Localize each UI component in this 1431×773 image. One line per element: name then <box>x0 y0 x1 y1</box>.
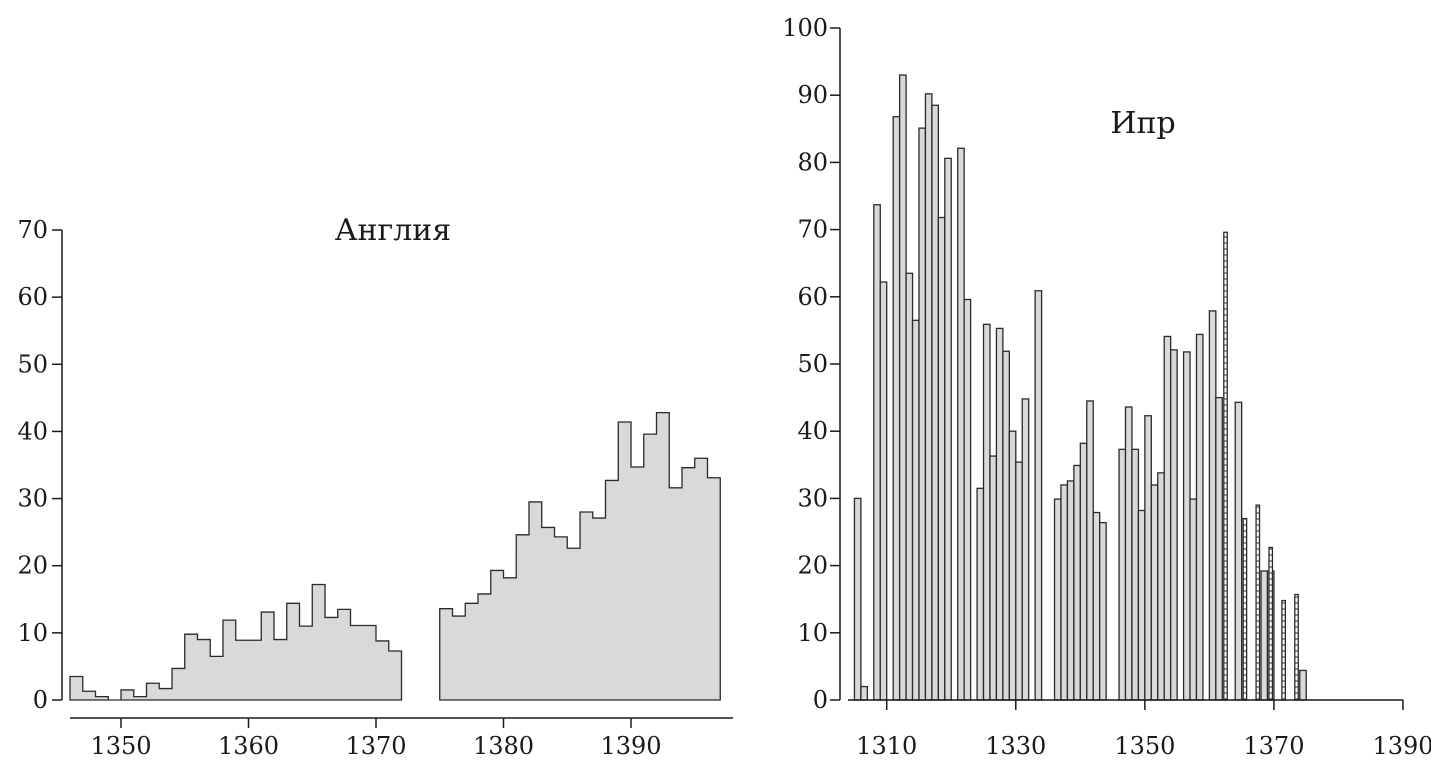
ypres-bar <box>892 116 901 701</box>
ypres-x-tick-label: 1330 <box>985 732 1046 760</box>
ypres-y-tick-label: 80 <box>797 148 828 176</box>
ypres-bar <box>1099 521 1107 701</box>
ypres-bar <box>1170 349 1178 701</box>
ypres-bar <box>1002 350 1010 701</box>
ypres-bar <box>1008 430 1017 701</box>
ypres-x-tick-label: 1310 <box>856 732 917 760</box>
ypres-bar <box>982 323 991 701</box>
england-axes: 0 10 20 30 40 50 60 70 1350 1360 1370 1380 1390 <box>17 216 733 760</box>
ypres-hatched-bar <box>1223 231 1228 701</box>
ypres-bar <box>1060 484 1069 701</box>
ypres-bar <box>937 216 946 701</box>
ypres-bar <box>976 487 985 701</box>
england-x-tick-label: 1390 <box>600 732 661 760</box>
ypres-bar <box>1124 406 1133 701</box>
ypres-bar <box>1163 335 1172 701</box>
ypres-y-tick-label: 30 <box>797 484 828 512</box>
england-y-tick-label: 40 <box>17 417 48 445</box>
ypres-hatched-bar <box>1281 599 1286 701</box>
ypres-bar <box>1053 498 1062 701</box>
ypres-bar <box>1150 484 1159 701</box>
england-x-tick-label: 1350 <box>90 732 151 760</box>
ypres-bar <box>918 127 927 701</box>
ypres-bar <box>944 157 952 701</box>
ypres-bar <box>1144 415 1152 701</box>
england-y-tick-label: 10 <box>17 619 48 647</box>
ypres-bar <box>1015 461 1023 701</box>
ypres-bar <box>1131 448 1140 701</box>
ypres-bar <box>879 281 888 701</box>
ypres-y-tick-label: 20 <box>797 552 828 580</box>
ypres-x-tick-label: 1390 <box>1372 732 1431 760</box>
england-bars <box>69 411 721 701</box>
ypres-bars <box>853 74 1307 701</box>
england-bar-run-1 <box>439 411 721 701</box>
ypres-bar <box>1034 290 1043 701</box>
ypres-bar <box>905 272 914 701</box>
ypres-hatched-bar <box>1255 504 1261 701</box>
england-y-tick-label: 30 <box>17 485 48 513</box>
chart-england: 0 10 20 30 40 50 60 70 1350 1360 1370 1380 1390 Англ… <box>17 213 733 760</box>
ypres-x-tick-label: 1370 <box>1243 732 1304 760</box>
ypres-y-tick-label: 50 <box>797 350 828 378</box>
england-bar-run-0 <box>69 583 403 701</box>
england-title: Англия <box>335 213 451 248</box>
ypres-bar <box>1299 669 1307 701</box>
ypres-hatched-bar <box>1242 517 1248 701</box>
ypres-bar <box>1137 509 1146 701</box>
ypres-bar <box>1215 396 1223 701</box>
ypres-bar <box>989 455 998 701</box>
ypres-hatched-bar <box>1294 593 1299 701</box>
ypres-bar <box>1092 511 1101 701</box>
ypres-y-tick-label: 100 <box>782 14 828 42</box>
ypres-bar <box>1118 448 1127 701</box>
ypres-bar <box>1260 570 1269 701</box>
ypres-bar <box>1195 333 1204 701</box>
ypres-bar <box>1021 398 1030 701</box>
ypres-bar <box>860 685 869 701</box>
ypres-y-tick-label: 40 <box>797 417 828 445</box>
ypres-y-tick-label: 70 <box>797 216 828 244</box>
england-y-tick-label: 60 <box>17 283 48 311</box>
ypres-y-tick-label: 10 <box>797 619 828 647</box>
ypres-bar <box>924 93 933 701</box>
ypres-bar <box>957 147 965 701</box>
ypres-bar <box>911 319 920 701</box>
ypres-bar <box>995 327 1004 701</box>
england-y-tick-label: 50 <box>17 350 48 378</box>
ypres-bar <box>853 497 862 701</box>
ypres-title: Ипр <box>1110 106 1175 141</box>
england-x-tick-label: 1380 <box>473 732 534 760</box>
ypres-bar <box>1157 472 1165 701</box>
ypres-bar <box>1208 310 1217 701</box>
ypres-x-tick-label: 1350 <box>1114 732 1175 760</box>
ypres-y-tick-label: 90 <box>797 81 828 109</box>
ypres-bar <box>1182 351 1191 701</box>
ypres-bar <box>898 74 907 701</box>
ypres-bar <box>873 204 881 701</box>
england-y-tick-label: 70 <box>17 216 48 244</box>
chart-ypres: 0 10 20 30 40 50 60 70 80 90 100 1310 1330 1350 1370 13… <box>782 14 1431 760</box>
england-x-tick-label: 1370 <box>345 732 406 760</box>
ypres-bar <box>931 104 939 701</box>
ypres-bar <box>1079 442 1088 701</box>
ypres-hatched-bar <box>1268 546 1274 701</box>
ypres-bar <box>963 298 972 701</box>
ypres-bar <box>1086 400 1094 701</box>
england-x-tick-label: 1360 <box>218 732 279 760</box>
england-y-tick-label: 20 <box>17 552 48 580</box>
ypres-bar <box>1066 480 1075 701</box>
ypres-bar <box>1073 464 1081 701</box>
ypres-y-tick-label: 0 <box>813 686 828 714</box>
england-y-tick-label: 0 <box>33 686 48 714</box>
ypres-bar <box>1189 498 1198 701</box>
ypres-bar <box>1234 401 1243 701</box>
ypres-axes: 0 10 20 30 40 50 60 70 80 90 100 1310 1330 1350 1370 13… <box>782 14 1431 760</box>
ypres-y-tick-label: 60 <box>797 283 828 311</box>
